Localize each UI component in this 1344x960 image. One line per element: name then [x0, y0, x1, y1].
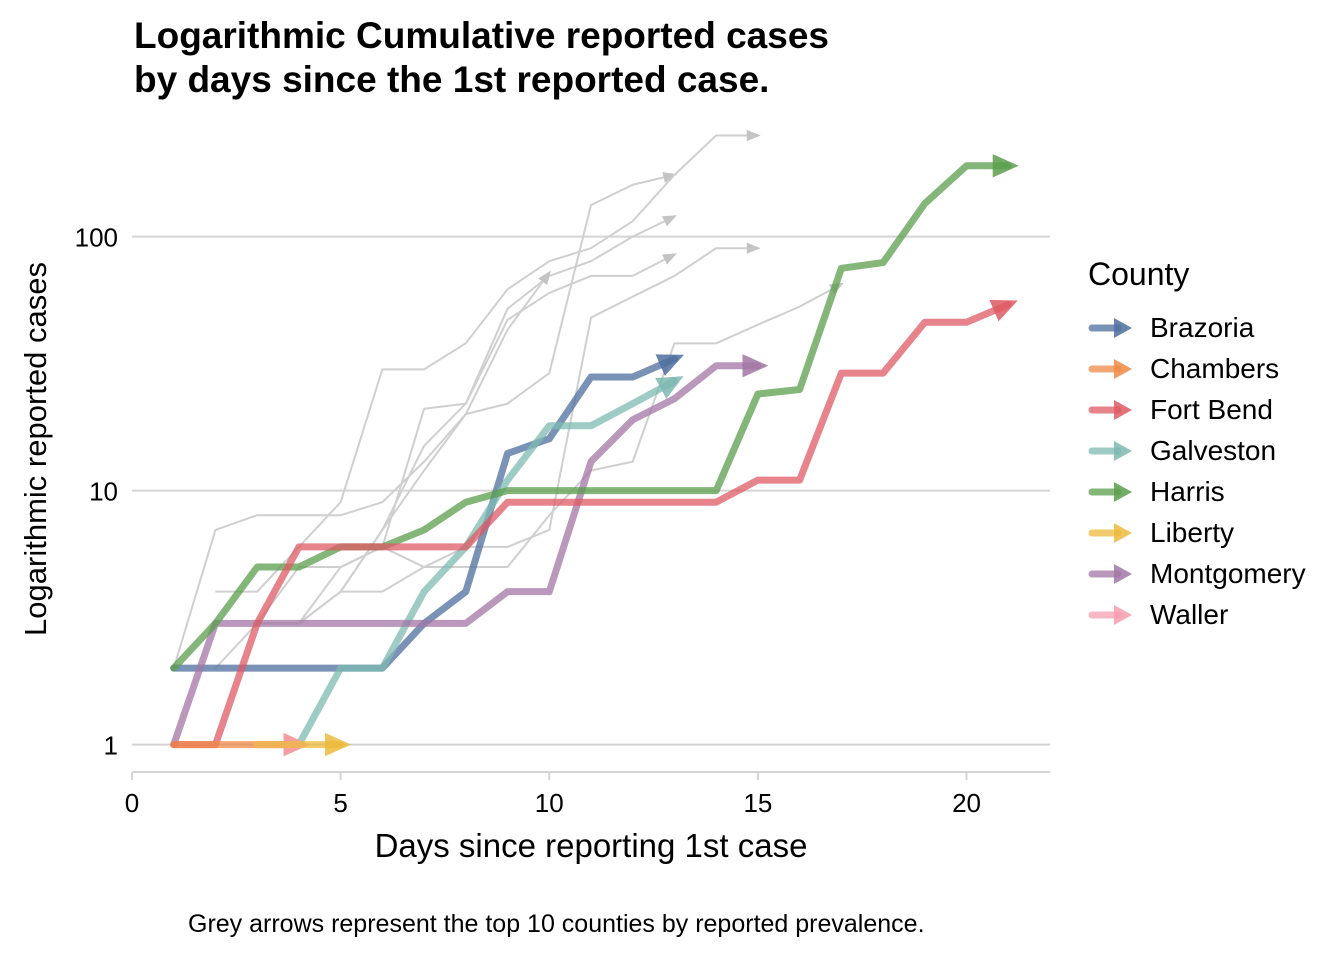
y-axis-label: Logarithmic reported cases	[18, 262, 53, 636]
legend-item: Montgomery	[1088, 553, 1306, 594]
background-series-line	[298, 215, 677, 625]
y-tick-label: 1	[104, 731, 118, 761]
axes	[131, 771, 1050, 780]
x-tick-label: 15	[743, 788, 772, 818]
legend-item: Chambers	[1088, 348, 1306, 389]
x-tick-label: 20	[952, 788, 981, 818]
legend: County Brazoria Chambers Fort Bend Galvesto…	[1088, 256, 1306, 635]
legend-key	[1088, 440, 1132, 461]
legend-label: Brazoria	[1150, 311, 1255, 343]
legend-label: Montgomery	[1150, 557, 1306, 589]
legend-key	[1088, 399, 1132, 420]
series-group	[170, 154, 1019, 757]
legend-item: Fort Bend	[1088, 389, 1306, 430]
tick-labels: 1 10 100 0 5 10 15 20	[75, 223, 981, 818]
background-series-line	[215, 129, 761, 593]
legend-key	[1088, 481, 1132, 502]
legend-item: Galveston	[1088, 430, 1306, 471]
chart-title-line-1: Logarithmic Cumulative reported cases	[134, 15, 829, 56]
legend-key	[1088, 317, 1132, 338]
legend-item: Liberty	[1088, 512, 1306, 553]
y-tick-label: 10	[89, 477, 118, 507]
legend-key	[1088, 563, 1132, 584]
legend-key	[1088, 522, 1132, 543]
background-series-line	[298, 242, 761, 624]
legend-label: Galveston	[1150, 434, 1277, 466]
series-line-harris	[170, 154, 1019, 672]
series-line-montgomery	[170, 354, 769, 749]
legend-title: County	[1088, 256, 1190, 292]
legend-item: Waller	[1088, 594, 1306, 635]
series-line-fort-bend	[170, 299, 1018, 749]
legend-key	[1088, 358, 1132, 379]
legend-label: Waller	[1150, 598, 1229, 630]
chart-title-line-2: by days since the 1st reported case.	[134, 59, 770, 100]
legend-label: Liberty	[1150, 516, 1235, 548]
x-tick-label: 0	[125, 788, 139, 818]
x-tick-label: 10	[535, 788, 564, 818]
chart-title: Logarithmic Cumulative reported cases by…	[134, 14, 829, 102]
legend-item: Brazoria	[1088, 307, 1306, 348]
series-line-galveston	[295, 376, 684, 749]
legend-item: Harris	[1088, 471, 1306, 512]
x-tick-label: 5	[333, 788, 347, 818]
legend-label: Chambers	[1150, 352, 1280, 384]
legend-label: Fort Bend	[1150, 393, 1273, 425]
y-tick-label: 100	[75, 223, 118, 253]
legend-label: Harris	[1150, 475, 1225, 507]
legend-items: Brazoria Chambers Fort Bend Galveston Harris…	[1088, 307, 1306, 635]
caption: Grey arrows represent the top 10 countie…	[188, 910, 925, 938]
background-series-line	[172, 171, 678, 669]
x-axis-label: Days since reporting 1st case	[375, 827, 808, 864]
legend-key	[1088, 604, 1132, 625]
